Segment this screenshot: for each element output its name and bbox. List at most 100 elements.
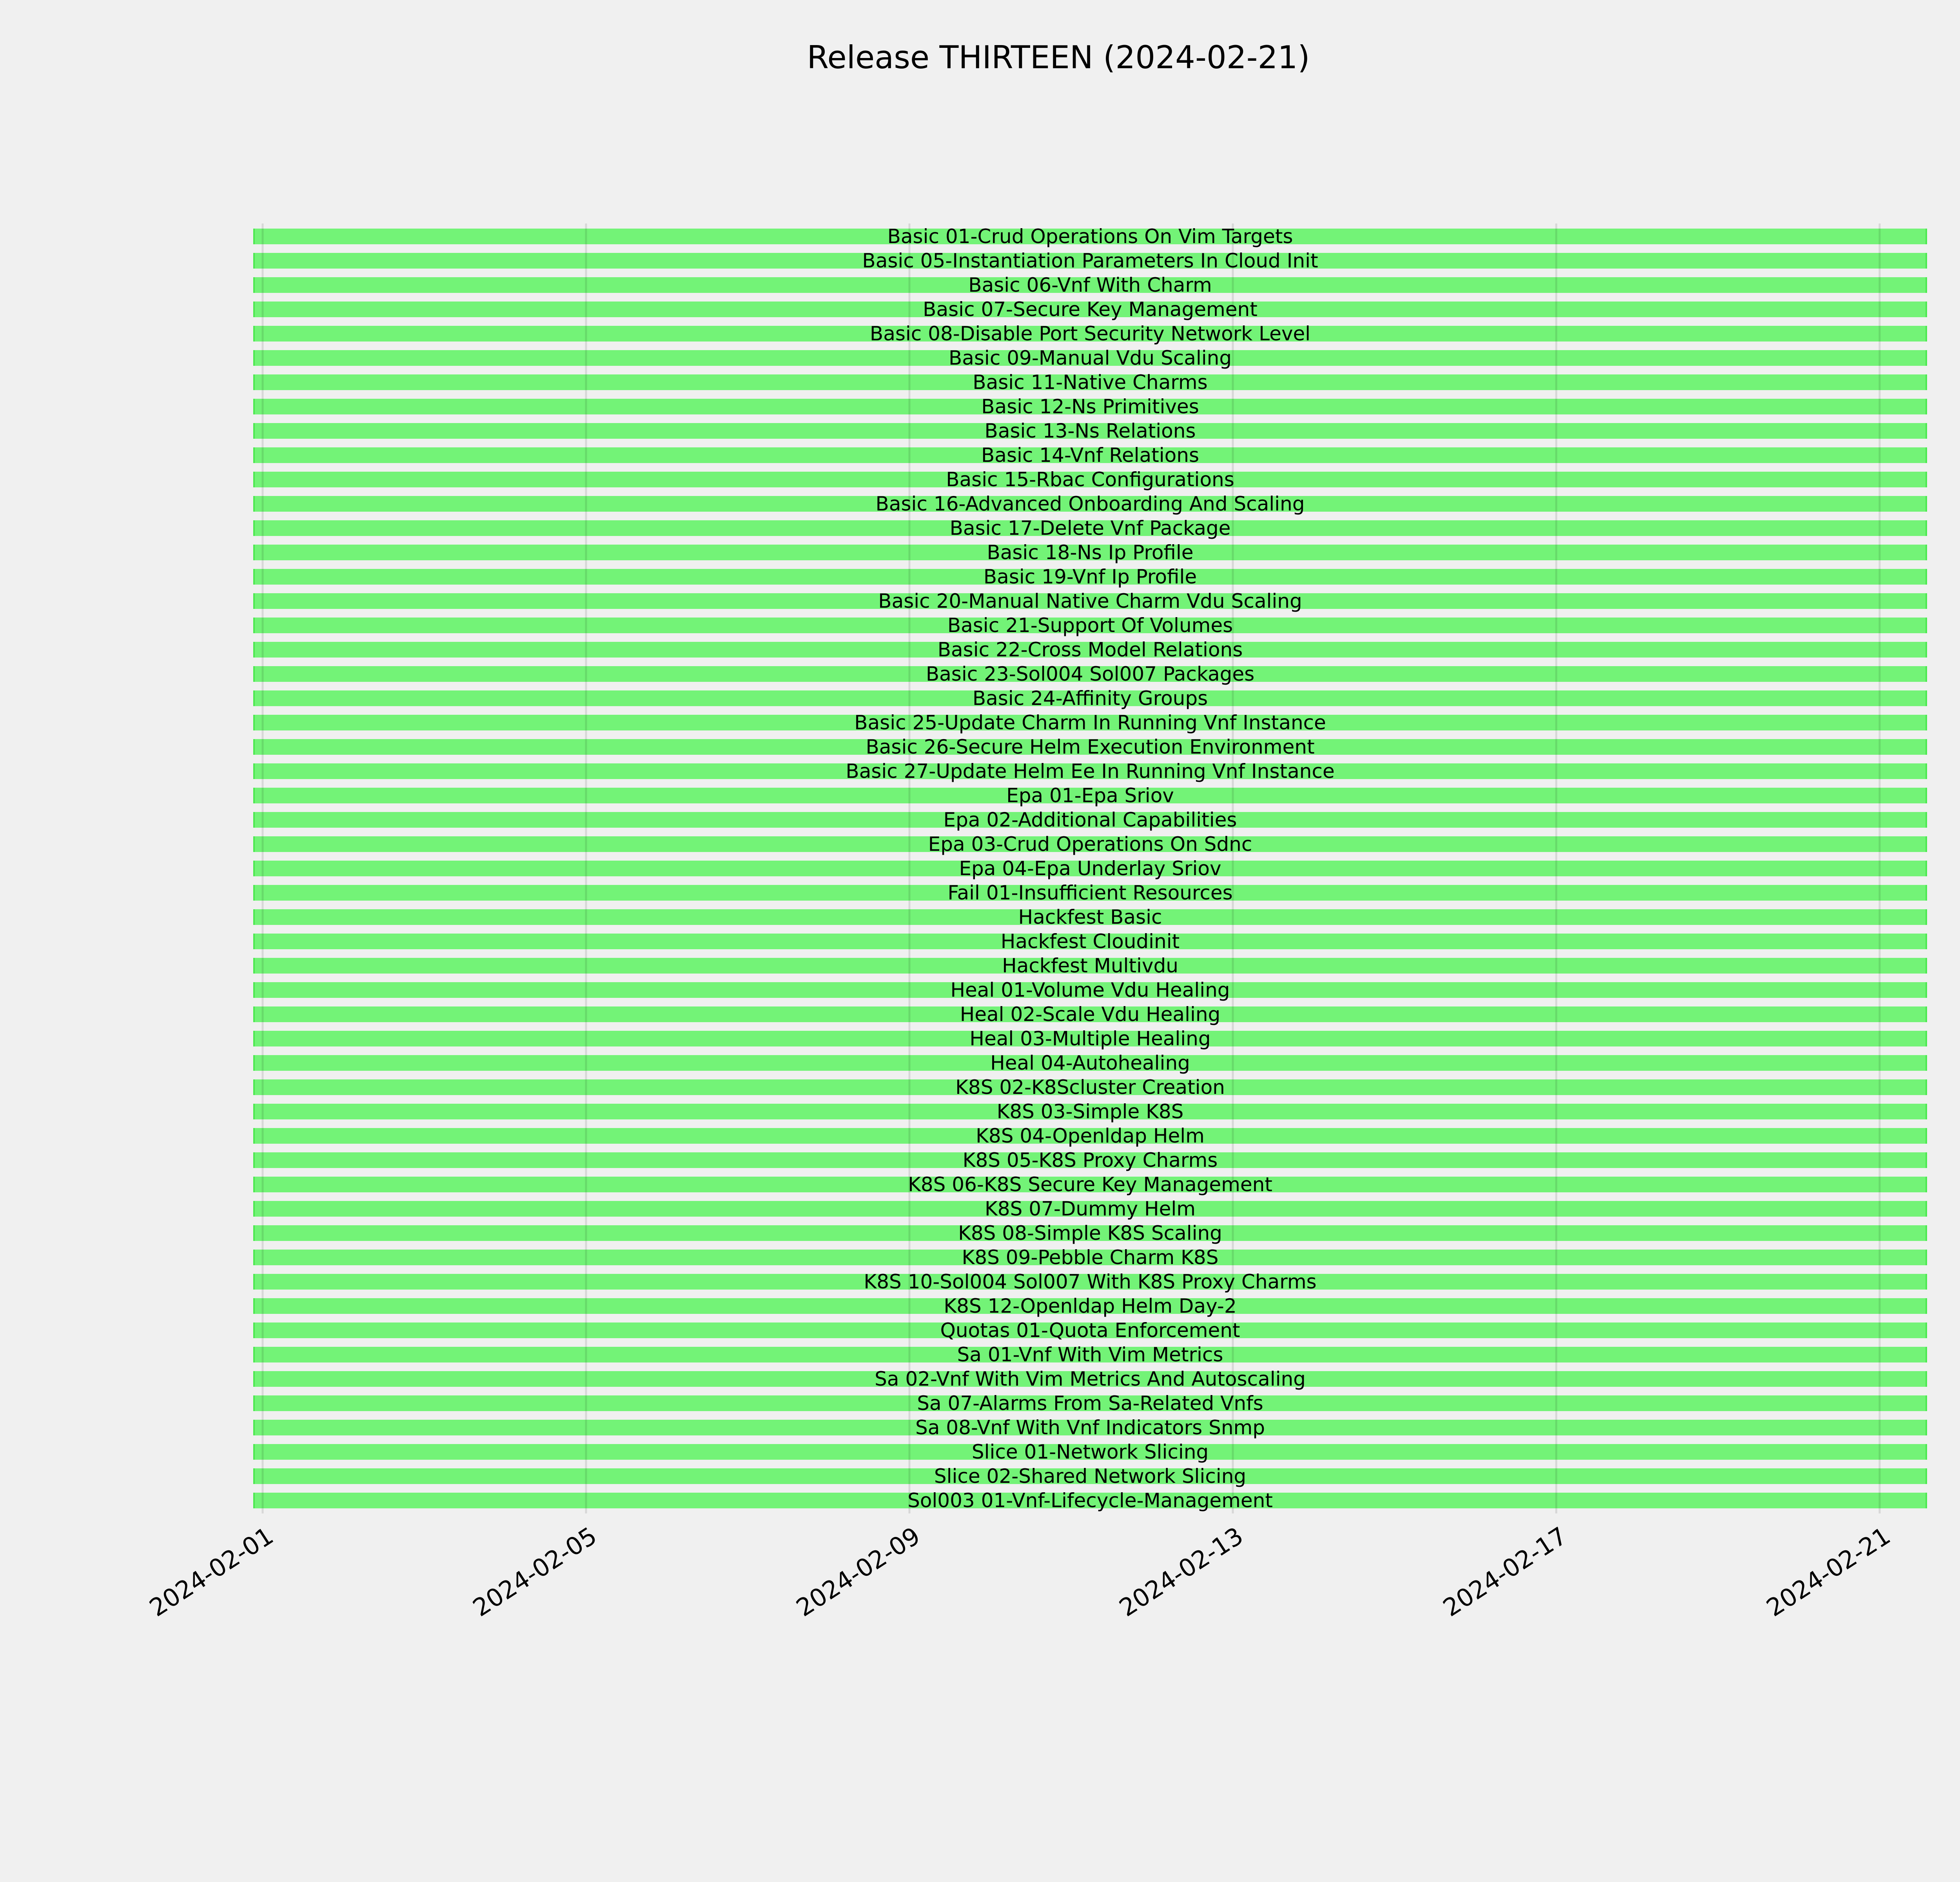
task-bar-label: Epa 02-Additional Capabilities (943, 808, 1237, 831)
task-bar-label: Epa 04-Epa Underlay Sriov (959, 857, 1221, 880)
task-bar: Hackfest Multivdu (253, 954, 1927, 977)
task-bar: Sa 08-Vnf With Vnf Indicators Snmp (253, 1416, 1927, 1439)
task-bar-label: Basic 23-Sol004 Sol007 Packages (926, 663, 1255, 685)
task-bar-label: Quotas 01-Quota Enforcement (940, 1319, 1240, 1342)
task-bar: Basic 21-Support Of Volumes (253, 614, 1927, 637)
task-bar: Sa 02-Vnf With Vim Metrics And Autoscali… (253, 1368, 1927, 1390)
task-bar-label: Basic 16-Advanced Onboarding And Scaling (875, 492, 1305, 515)
task-bar: Basic 16-Advanced Onboarding And Scaling (253, 492, 1927, 515)
task-bar-label: Hackfest Cloudinit (1000, 930, 1180, 953)
task-bar-label: Heal 04-Autohealing (990, 1052, 1190, 1074)
task-bar: Slice 01-Network Slicing (253, 1441, 1927, 1463)
task-bar: Basic 22-Cross Model Relations (253, 638, 1927, 661)
task-bar: Basic 26-Secure Helm Execution Environme… (253, 737, 1927, 757)
task-bar-label: K8S 06-K8S Secure Key Management (908, 1173, 1272, 1196)
task-bar: Heal 03-Multiple Healing (253, 1027, 1927, 1050)
task-bar: Basic 18-Ns Ip Profile (253, 543, 1927, 562)
task-bar-label: Basic 09-Manual Vdu Scaling (948, 347, 1232, 369)
task-bar: Basic 01-Crud Operations On Vim Targets (253, 227, 1927, 246)
task-bar: Slice 02-Shared Network Slicing (253, 1465, 1927, 1488)
gridline (585, 223, 587, 1513)
task-bar-label: Heal 01-Volume Vdu Healing (950, 979, 1230, 1001)
task-bar: Basic 07-Secure Key Management (253, 298, 1927, 321)
task-bar-label: Basic 06-Vnf With Charm (968, 274, 1212, 296)
x-tick-label: 2024-02-17 (1438, 1521, 1572, 1622)
task-bar-label: K8S 07-Dummy Helm (985, 1197, 1196, 1220)
task-bar-label: Basic 11-Native Charms (973, 371, 1208, 394)
task-bar-label: Basic 24-Affinity Groups (972, 687, 1208, 710)
task-bar: K8S 10-Sol004 Sol007 With K8S Proxy Char… (253, 1270, 1927, 1293)
task-bar-label: Heal 02-Scale Vdu Healing (960, 1003, 1221, 1026)
gridline (1878, 223, 1881, 1513)
task-bar: Epa 01-Epa Sriov (253, 784, 1927, 807)
task-bar: Sa 01-Vnf With Vim Metrics (253, 1343, 1927, 1366)
chart-title: Release THIRTEEN (2024-02-21) (807, 39, 1310, 76)
gridline (908, 223, 911, 1513)
task-bar: Heal 04-Autohealing (253, 1052, 1927, 1074)
task-bar: Sol003 01-Vnf-Lifecycle-Management (253, 1491, 1927, 1510)
task-bar-label: Basic 15-Rbac Configurations (946, 468, 1234, 491)
task-bar-label: K8S 04-Openldap Helm (976, 1124, 1205, 1147)
task-bar: K8S 04-Openldap Helm (253, 1124, 1927, 1147)
task-bar: Basic 25-Update Charm In Running Vnf Ins… (253, 711, 1927, 734)
task-bar-label: Basic 25-Update Charm In Running Vnf Ins… (854, 711, 1326, 734)
gridline (1555, 223, 1557, 1513)
task-bar-label: Basic 17-Delete Vnf Package (949, 517, 1231, 540)
task-bar-label: Slice 02-Shared Network Slicing (934, 1465, 1247, 1488)
bars-container: Basic 01-Crud Operations On Vim Targets … (253, 223, 1927, 1513)
task-bar: Basic 11-Native Charms (253, 371, 1927, 394)
task-bar: K8S 03-Simple K8S (253, 1100, 1927, 1123)
task-bar-label: Hackfest Multivdu (1002, 954, 1178, 977)
task-bar-label: Sa 01-Vnf With Vim Metrics (957, 1343, 1223, 1366)
task-bar: Basic 06-Vnf With Charm (253, 274, 1927, 296)
task-bar-label: Basic 05-Instantiation Parameters In Clo… (862, 249, 1318, 272)
task-bar-label: Basic 20-Manual Native Charm Vdu Scaling (878, 590, 1302, 612)
task-bar: Quotas 01-Quota Enforcement (253, 1319, 1927, 1342)
task-bar-label: Fail 01-Insufficient Resources (947, 881, 1233, 904)
task-bar: Basic 20-Manual Native Charm Vdu Scaling (253, 590, 1927, 612)
task-bar: K8S 12-Openldap Helm Day-2 (253, 1295, 1927, 1317)
task-bar-label: Sa 08-Vnf With Vnf Indicators Snmp (915, 1416, 1265, 1439)
plot-area: Basic 01-Crud Operations On Vim Targets … (253, 223, 1927, 1513)
task-bar-label: Basic 07-Secure Key Management (923, 298, 1258, 321)
task-bar-label: Basic 27-Update Helm Ee In Running Vnf I… (846, 760, 1335, 783)
task-bar-label: Sa 02-Vnf With Vim Metrics And Autoscali… (875, 1368, 1306, 1390)
task-bar-label: Basic 13-Ns Relations (984, 420, 1196, 442)
task-bar-label: Epa 03-Crud Operations On Sdnc (928, 833, 1252, 856)
x-tick-label: 2024-02-13 (1114, 1521, 1249, 1622)
task-bar-label: K8S 12-Openldap Helm Day-2 (944, 1295, 1237, 1317)
task-bar-label: K8S 05-K8S Proxy Charms (962, 1149, 1218, 1172)
task-bar-label: K8S 10-Sol004 Sol007 With K8S Proxy Char… (864, 1270, 1317, 1293)
x-tick-label: 2024-02-09 (791, 1521, 925, 1622)
gridline (261, 223, 264, 1513)
task-bar-label: Basic 08-Disable Port Security Network L… (869, 322, 1311, 345)
task-bar-label: Slice 01-Network Slicing (971, 1441, 1209, 1463)
task-bar: Epa 04-Epa Underlay Sriov (253, 857, 1927, 880)
task-bar-label: K8S 02-K8Scluster Creation (955, 1076, 1225, 1099)
task-bar: Basic 08-Disable Port Security Network L… (253, 322, 1927, 345)
task-bar: Basic 15-Rbac Configurations (253, 468, 1927, 491)
x-tick-label: 2024-02-21 (1761, 1521, 1895, 1622)
task-bar: Heal 01-Volume Vdu Healing (253, 979, 1927, 1001)
task-bar: Basic 24-Affinity Groups (253, 687, 1927, 710)
task-bar-label: K8S 03-Simple K8S (996, 1100, 1184, 1123)
task-bar: K8S 05-K8S Proxy Charms (253, 1149, 1927, 1172)
task-bar-label: Hackfest Basic (1018, 906, 1162, 928)
task-bar-label: K8S 08-Simple K8S Scaling (958, 1222, 1222, 1244)
task-bar-label: Basic 22-Cross Model Relations (937, 638, 1243, 661)
task-bar: K8S 02-K8Scluster Creation (253, 1076, 1927, 1099)
task-bar-label: Basic 14-Vnf Relations (981, 444, 1199, 467)
task-bar: Basic 27-Update Helm Ee In Running Vnf I… (253, 760, 1927, 783)
task-bar: Hackfest Cloudinit (253, 930, 1927, 953)
task-bar: K8S 07-Dummy Helm (253, 1197, 1927, 1220)
task-bar-label: Heal 03-Multiple Healing (969, 1027, 1211, 1050)
task-bar-label: Epa 01-Epa Sriov (1006, 784, 1174, 807)
task-bar-label: Basic 21-Support Of Volumes (947, 614, 1233, 637)
task-bar-label: Sa 07-Alarms From Sa-Related Vnfs (917, 1392, 1263, 1415)
task-bar-label: Basic 19-Vnf Ip Profile (983, 565, 1197, 588)
task-bar: K8S 08-Simple K8S Scaling (253, 1222, 1927, 1244)
task-bar: Fail 01-Insufficient Resources (253, 881, 1927, 904)
task-bar: Epa 03-Crud Operations On Sdnc (253, 833, 1927, 856)
task-bar-label: Basic 12-Ns Primitives (981, 395, 1199, 418)
